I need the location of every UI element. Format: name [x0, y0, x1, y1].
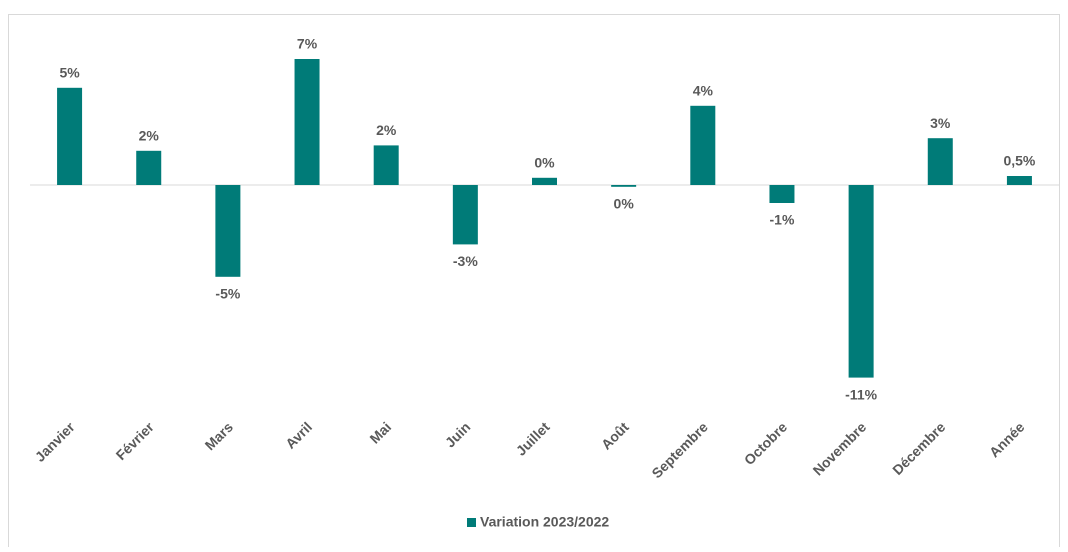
- bar: [373, 145, 399, 185]
- bar: [927, 138, 953, 185]
- bar: [848, 185, 874, 378]
- bar: [611, 185, 637, 187]
- data-label: 2%: [376, 122, 397, 138]
- data-label: 2%: [139, 128, 160, 144]
- data-label: 7%: [297, 36, 318, 52]
- legend-label: Variation 2023/2022: [480, 514, 609, 530]
- bar: [532, 177, 557, 185]
- bar: [136, 150, 162, 185]
- data-label: 0%: [614, 196, 635, 212]
- data-label: 0%: [534, 155, 555, 171]
- data-label: -11%: [845, 386, 877, 402]
- bar: [690, 105, 716, 185]
- data-label: 4%: [693, 83, 714, 99]
- data-label: 3%: [930, 115, 951, 131]
- data-label: -1%: [770, 212, 795, 228]
- data-label: -3%: [453, 253, 478, 269]
- data-label: 0,5%: [1003, 153, 1035, 169]
- data-label: 5%: [59, 65, 80, 81]
- bar: [215, 185, 241, 277]
- bar: [57, 87, 83, 185]
- data-label: -5%: [215, 286, 240, 302]
- bar: [769, 185, 795, 203]
- bar: [1006, 176, 1032, 185]
- legend-swatch: [467, 518, 476, 527]
- bar: [294, 59, 320, 185]
- chart-frame: [8, 14, 1060, 552]
- bar: [452, 185, 478, 245]
